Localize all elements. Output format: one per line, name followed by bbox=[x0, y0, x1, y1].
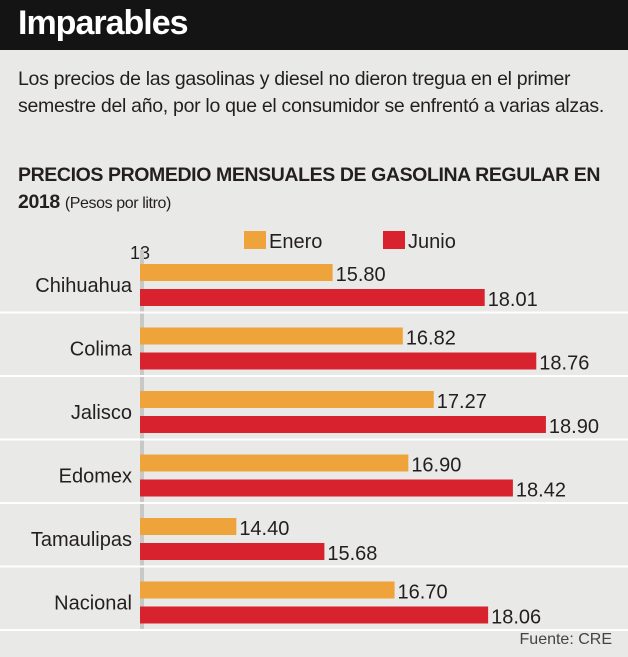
value-label: 14.40 bbox=[239, 518, 289, 540]
chart-title-text: PRECIOS PROMEDIO MENSUALES DE GASOLINA R… bbox=[18, 164, 601, 213]
value-label: 15.80 bbox=[336, 264, 386, 286]
bar-junio bbox=[140, 416, 546, 433]
chart-title: PRECIOS PROMEDIO MENSUALES DE GASOLINA R… bbox=[18, 162, 628, 217]
row-divider bbox=[0, 375, 628, 377]
category-label: Tamaulipas bbox=[31, 529, 132, 551]
value-label: 16.90 bbox=[411, 455, 461, 477]
bar-junio bbox=[140, 479, 513, 497]
chart-subtitle: (Pesos por litro) bbox=[64, 195, 172, 212]
row-divider bbox=[0, 502, 628, 504]
bar-junio bbox=[140, 543, 325, 560]
header-bar: Imparables bbox=[0, 0, 628, 50]
bar-enero bbox=[140, 264, 333, 281]
row-divider bbox=[0, 565, 628, 568]
source-note: Fuente: CRE bbox=[519, 631, 612, 648]
bar-enero bbox=[140, 518, 237, 535]
value-label: 18.06 bbox=[491, 607, 541, 629]
legend-swatch-enero bbox=[244, 231, 266, 249]
value-label: 18.01 bbox=[488, 289, 538, 311]
category-label: Jalisco bbox=[71, 402, 132, 424]
value-label: 18.76 bbox=[539, 353, 589, 375]
bar-junio bbox=[140, 289, 485, 306]
bar-enero bbox=[140, 454, 409, 472]
legend-label-junio: Junio bbox=[408, 231, 456, 253]
page-title: Imparables bbox=[18, 4, 189, 42]
bar-junio bbox=[140, 352, 537, 370]
value-label: 17.27 bbox=[437, 391, 487, 413]
intro-text: Los precios de las gasolinas y diesel no… bbox=[18, 68, 604, 117]
bar-junio bbox=[140, 606, 489, 624]
bar-enero bbox=[140, 391, 434, 408]
bar-enero bbox=[140, 327, 403, 345]
category-label: Chihuahua bbox=[35, 275, 133, 297]
value-label: 18.42 bbox=[516, 480, 566, 502]
value-label: 18.90 bbox=[549, 416, 599, 438]
category-label: Colima bbox=[70, 339, 133, 361]
legend-swatch-junio bbox=[383, 231, 405, 249]
legend-label-enero: Enero bbox=[269, 231, 322, 253]
bar-enero bbox=[140, 581, 395, 599]
value-label: 16.82 bbox=[406, 328, 456, 350]
row-divider bbox=[0, 438, 628, 441]
value-label: 15.68 bbox=[327, 543, 377, 565]
row-divider bbox=[0, 629, 628, 631]
row-divider bbox=[0, 311, 628, 314]
category-label: Nacional bbox=[54, 593, 132, 615]
category-label: Edomex bbox=[59, 466, 132, 488]
value-label: 16.70 bbox=[398, 582, 448, 604]
